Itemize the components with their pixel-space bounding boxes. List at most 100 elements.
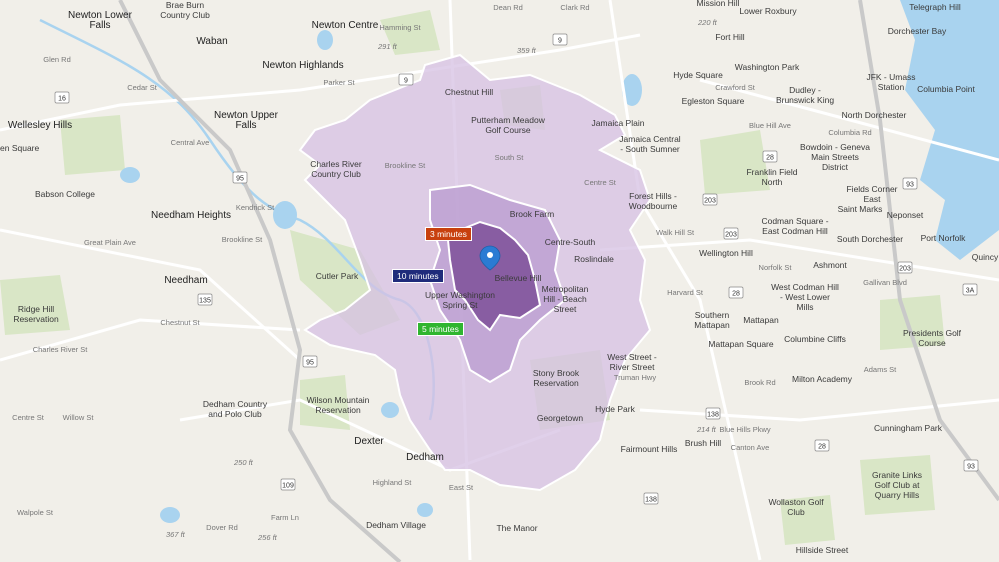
route-shield-number: 3A	[966, 288, 975, 295]
route-shield-number: 109	[282, 483, 294, 490]
pond	[381, 402, 399, 418]
route-shield-number: 95	[236, 176, 244, 183]
route-shield-number: 95	[306, 360, 314, 367]
elevation-label: 220 ft	[697, 18, 718, 27]
street-label: Parker St	[323, 78, 355, 87]
place-label: Milton Academy	[792, 374, 853, 384]
park-area	[0, 275, 70, 335]
street-label: Columbia Rd	[828, 128, 871, 137]
place-label: Bellevue Hill	[495, 273, 542, 283]
place-label: Bowdoin - Geneva Main Streets District	[800, 142, 870, 172]
place-label: Granite Links Golf Club at Quarry Hills	[872, 470, 922, 500]
place-label: Waban	[196, 36, 227, 47]
street-label: Brookline St	[222, 235, 263, 244]
street-label: Blue Hills Pkwy	[719, 425, 771, 434]
route-shield-background	[814, 439, 830, 452]
place-label: Babson College	[35, 189, 95, 199]
elevation-label: 250 ft	[233, 458, 254, 467]
place-label: Metropolitan Hill - Beach Street	[542, 284, 589, 314]
place-label: Upper Washington Spring St	[425, 290, 495, 310]
elevation-label: 359 ft	[517, 46, 537, 55]
interstate-93	[858, 0, 999, 502]
place-label: Telegraph Hill	[909, 2, 961, 12]
route-shield-background	[552, 33, 568, 46]
road	[599, 238, 999, 282]
isochrone-label-5-minutes: 5 minutes	[417, 322, 464, 336]
road	[639, 398, 999, 422]
place-label: Jamaica Plain	[592, 118, 645, 128]
elevation-label: 367 ft	[166, 530, 186, 539]
place-label: Brook Farm	[510, 209, 554, 219]
route-shield-background	[962, 283, 978, 296]
place-label: Lower Roxbury	[739, 6, 797, 16]
place-label: Dedham	[406, 452, 444, 463]
route-shield-number: 203	[725, 232, 737, 239]
street-label: East St	[449, 483, 474, 492]
street-label: Walk Hill St	[656, 228, 695, 237]
route-shield-number: 93	[906, 182, 914, 189]
route-shield-icon: 138	[643, 492, 659, 505]
route-shield-icon: 203	[897, 261, 913, 274]
route-shield-icon: 3A	[962, 283, 978, 296]
place-label: Centre-South	[545, 237, 596, 247]
street-label: Centre St	[12, 413, 45, 422]
route-shield-number: 28	[766, 155, 774, 162]
park-area	[780, 495, 835, 545]
route-shield-number: 203	[704, 198, 716, 205]
route-shield-icon: 138	[705, 407, 721, 420]
place-label: Cutler Park	[316, 271, 359, 281]
place-label: Southern Mattapan	[694, 310, 730, 330]
park-area	[860, 455, 935, 515]
elevation-label: 291 ft	[377, 42, 398, 51]
route-shield-icon: 16	[54, 91, 70, 104]
place-label: Hyde Park	[595, 404, 635, 414]
street-label: Great Plain Ave	[84, 238, 136, 247]
place-label: Codman Square -East Codman Hill	[761, 216, 828, 236]
place-label: Newton Upper Falls	[214, 110, 279, 131]
route-shield-number: 203	[899, 266, 911, 273]
place-label: Fort Hill	[715, 32, 744, 42]
street-label: Crawford St	[715, 83, 756, 92]
place-label: North Dorchester	[842, 110, 907, 120]
route-shield-number: 28	[732, 291, 740, 298]
route-shield-background	[897, 261, 913, 274]
place-label: en Square	[0, 143, 39, 153]
place-label: Egleston Square	[682, 96, 745, 106]
route-shield-icon: 9	[398, 73, 414, 86]
route-shield-background	[723, 227, 739, 240]
place-label: Mattapan	[743, 315, 779, 325]
road	[0, 33, 641, 132]
street-label: South St	[495, 153, 525, 162]
place-label: Newton Lower Falls	[68, 10, 133, 31]
place-label: West Street -River Street	[607, 352, 657, 372]
route-shield-icon: 93	[902, 177, 918, 190]
elevation-label: 256 ft	[257, 533, 278, 542]
street-label: Norfolk St	[759, 263, 793, 272]
place-label: Chestnut Hill	[445, 87, 493, 97]
route-shield-icon: 95	[302, 355, 318, 368]
route-shield-number: 28	[818, 444, 826, 451]
place-label: Hyde Square	[673, 70, 723, 80]
place-label: Columbia Point	[917, 84, 975, 94]
street-label: Chestnut St	[160, 318, 200, 327]
place-label: Cunningham Park	[874, 423, 943, 433]
place-label: West Codman Hill - West Lower Mills	[771, 282, 839, 312]
route-shield-background	[902, 177, 918, 190]
pond	[160, 507, 180, 523]
route-shield-number: 9	[404, 78, 408, 85]
place-label: Fairmount Hills	[621, 444, 678, 454]
route-shield-background	[702, 193, 718, 206]
street-label: Central Ave	[171, 138, 210, 147]
place-label: Putterham Meadow Golf Course	[471, 115, 546, 135]
place-label: Ridge Hill Reservation	[13, 304, 59, 324]
place-label: Georgetown	[537, 413, 584, 423]
route-shield-icon: 28	[728, 286, 744, 299]
map-pin-icon[interactable]	[479, 245, 501, 271]
road	[699, 78, 999, 162]
isochrone-label-10-minutes: 10 minutes	[392, 269, 444, 283]
street-label: Truman Hwy	[614, 373, 656, 382]
route-shield-icon: 9	[552, 33, 568, 46]
